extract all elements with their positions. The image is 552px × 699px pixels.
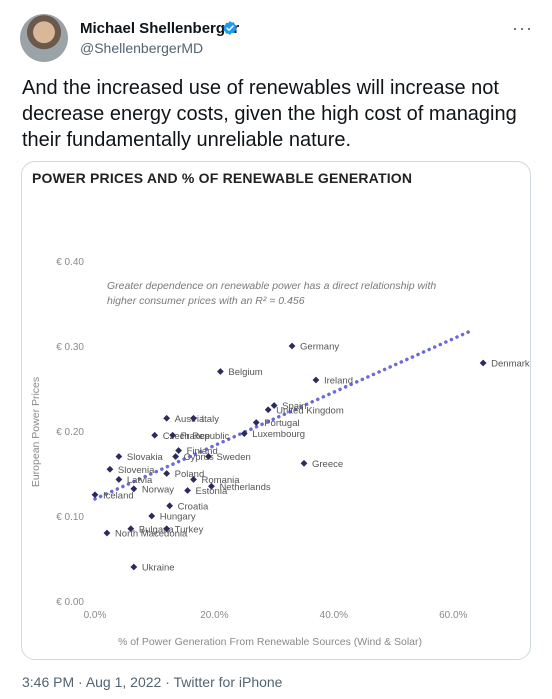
tweet-source: Twitter for iPhone — [173, 674, 283, 690]
author-avatar[interactable] — [20, 14, 68, 62]
data-point — [208, 482, 215, 490]
x-tick-label: 20.0% — [200, 610, 228, 621]
meta-separator: · — [161, 674, 174, 690]
data-point — [312, 376, 320, 384]
point-label: Poland — [175, 469, 205, 480]
data-point — [130, 563, 138, 571]
point-label: Portugal — [264, 418, 299, 429]
data-point — [106, 465, 114, 473]
data-point — [166, 502, 174, 510]
point-label: Croatia — [178, 501, 209, 512]
tweet-meta: 3:46 PM · Aug 1, 2022 · Twitter for iPho… — [22, 674, 282, 690]
data-point — [300, 459, 308, 467]
data-point — [479, 359, 487, 367]
data-point — [184, 487, 191, 494]
data-point — [148, 512, 156, 520]
author-handle[interactable]: @ShellenbergerMD — [80, 40, 204, 56]
chart-annotation: Greater dependence on renewable power ha… — [107, 280, 436, 292]
x-tick-label: 40.0% — [320, 610, 348, 621]
point-label: Cyprus — [184, 452, 214, 463]
y-tick-label: € 0.30 — [56, 342, 84, 353]
more-options-icon[interactable]: ··· — [512, 18, 533, 38]
data-point — [205, 453, 212, 460]
point-label: Austria — [175, 414, 205, 425]
data-point — [240, 430, 248, 437]
tweet-date[interactable]: Aug 1, 2022 — [85, 674, 162, 690]
point-label: Hungary — [160, 512, 196, 523]
scatter-chart: € 0.00 € 0.10 € 0.20 € 0.30 € 0.40 0.0% 20.0% 4… — [30, 257, 530, 648]
point-label: Italy — [202, 414, 220, 425]
data-point — [172, 453, 180, 460]
data-point — [163, 470, 171, 477]
y-tick-label: € 0.20 — [56, 427, 84, 438]
point-label: Czech Republic — [163, 431, 230, 442]
data-point — [115, 476, 123, 483]
data-point — [163, 414, 171, 422]
point-label: Norway — [142, 484, 174, 495]
data-point — [115, 453, 123, 460]
data-point — [151, 431, 159, 439]
data-point — [130, 485, 138, 493]
point-label: North Macedonia — [115, 529, 188, 540]
point-label: Bulgaria — [139, 524, 175, 535]
tweet-text: And the increased use of renewables will… — [22, 77, 517, 151]
point-label: Slovenia — [118, 465, 155, 476]
point-label: Finland — [187, 446, 218, 457]
point-label: Ireland — [324, 376, 353, 387]
point-label: France — [181, 431, 211, 442]
x-tick-label: 60.0% — [439, 610, 467, 621]
chart-annotation: higher consumer prices with an R² = 0.45… — [107, 295, 305, 307]
point-label: Romania — [202, 475, 241, 486]
meta-separator: · — [74, 674, 86, 690]
data-point — [103, 529, 111, 537]
point-label: Netherlands — [219, 482, 270, 493]
data-point — [217, 368, 224, 375]
author-name[interactable]: Michael Shellenberger — [80, 20, 240, 37]
chart-title: POWER PRICES AND % OF RENEWABLE GENERATI… — [32, 170, 413, 186]
data-point — [270, 402, 278, 409]
y-tick-label: € 0.10 — [56, 512, 84, 523]
point-label: Slovakia — [127, 452, 164, 463]
point-label: Iceland — [103, 490, 134, 501]
x-tick-label: 0.0% — [84, 610, 107, 621]
point-label: Denmark — [491, 359, 530, 370]
point-label: Spain — [282, 401, 306, 412]
data-point — [91, 491, 99, 499]
data-point — [264, 406, 272, 414]
data-point — [169, 431, 177, 439]
point-label: Estonia — [196, 486, 228, 497]
data-point — [252, 419, 260, 426]
y-tick-label: € 0.40 — [56, 257, 84, 268]
x-axis-label: % of Power Generation From Renewable Sou… — [118, 636, 422, 648]
point-label: Sweden — [216, 452, 250, 463]
y-axis-label: European Power Prices — [30, 377, 42, 487]
point-label: Greece — [312, 459, 343, 470]
y-tick-label: € 0.00 — [56, 597, 84, 608]
point-label: Ukraine — [142, 563, 175, 574]
data-point — [288, 342, 296, 350]
point-label: United Kingdom — [276, 405, 344, 416]
point-label: Latvia — [127, 475, 153, 486]
tweet-image-chart[interactable]: POWER PRICES AND % OF RENEWABLE GENERATI… — [21, 161, 531, 660]
point-label: Belgium — [228, 367, 262, 378]
data-point — [175, 447, 182, 454]
point-label: Turkey — [175, 524, 204, 535]
trendline — [93, 328, 473, 501]
verified-badge-icon — [223, 21, 237, 35]
point-label: Germany — [300, 342, 339, 353]
tweet-time[interactable]: 3:46 PM — [22, 674, 75, 690]
point-label: Luxembourg — [252, 429, 305, 440]
data-point — [190, 414, 197, 422]
